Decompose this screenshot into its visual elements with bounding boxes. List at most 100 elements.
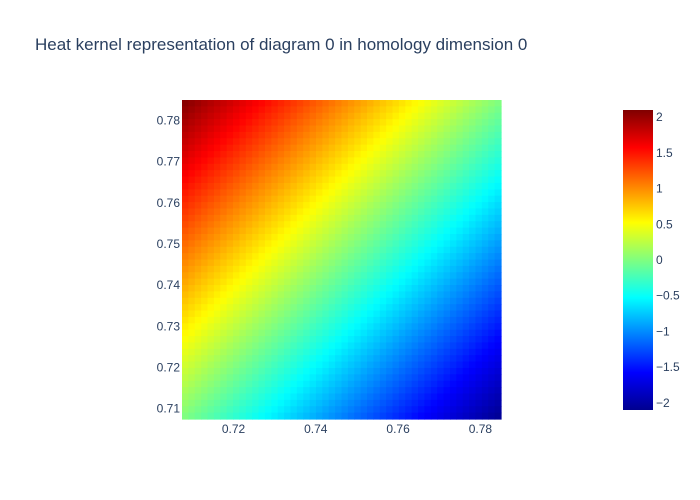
heatmap-cell (315, 272, 323, 280)
heatmap-cell (398, 259, 406, 267)
heatmap-cell (347, 246, 355, 254)
heatmap-cell (443, 221, 451, 229)
heatmap-cell (303, 100, 311, 107)
heatmap-cell (284, 100, 292, 107)
heatmap-cell (309, 253, 317, 261)
heatmap-cell (233, 253, 241, 261)
heatmap-cell (194, 246, 202, 254)
heatmap-cell (201, 412, 209, 420)
heatmap-cell (443, 151, 451, 159)
colorbar (623, 110, 653, 410)
heatmap-cell (226, 157, 234, 165)
heatmap-cell (386, 278, 394, 286)
heatmap-cell (233, 285, 241, 292)
heatmap-cell (347, 406, 355, 414)
chart-title: Heat kernel representation of diagram 0 … (35, 35, 527, 54)
heatmap-cell (277, 131, 285, 139)
heatmap-cell (252, 316, 260, 324)
heatmap-cell (220, 412, 228, 420)
heatmap-cell (386, 374, 394, 382)
heatmap-cell (239, 285, 247, 292)
heatmap-cell (188, 119, 196, 127)
heatmap-cell (315, 393, 323, 401)
heatmap-cell (296, 323, 304, 331)
heatmap-cell (379, 310, 387, 318)
heatmap-cell (430, 246, 438, 254)
heatmap-cell (271, 406, 279, 414)
heatmap-cell (264, 259, 272, 267)
heatmap-cell (213, 131, 221, 139)
heatmap-cell (258, 106, 266, 114)
heatmap-cell (367, 297, 374, 305)
heatmap-cell (481, 119, 489, 127)
heatmap-cell (264, 208, 272, 216)
heatmap-cell (245, 246, 253, 254)
heatmap-cell (341, 214, 349, 222)
heatmap-cell (367, 361, 374, 369)
heatmap-cell (411, 253, 419, 261)
heatmap-cell (207, 170, 215, 178)
heatmap-cell (284, 233, 292, 241)
heatmap-cell (303, 170, 311, 178)
heatmap-cell (488, 399, 496, 407)
heatmap-cell (456, 214, 464, 222)
heatmap-cell (201, 342, 209, 350)
heatmap-cell (207, 195, 215, 203)
heatmap-cell (245, 265, 253, 273)
heatmap-cell (303, 278, 311, 286)
heatmap-cell (233, 100, 241, 107)
heatmap-cell (418, 265, 426, 273)
heatmap-cell (303, 144, 311, 152)
heatmap-cell (328, 151, 336, 159)
heatmap-cell (347, 272, 355, 280)
heatmap-cell (360, 323, 368, 331)
heatmap-cell (258, 227, 266, 235)
heatmap-cell (264, 176, 272, 184)
heatmap-cell (188, 393, 196, 401)
heatmap-cell (194, 329, 202, 337)
heatmap-cell (207, 176, 215, 184)
heatmap-cell (481, 131, 489, 139)
heatmap-cell (315, 170, 323, 178)
heatmap-cell (303, 297, 311, 305)
heatmap-cell (303, 265, 311, 273)
heatmap-cell (418, 125, 426, 133)
heatmap-cell (201, 348, 209, 356)
heatmap-cell (462, 151, 470, 159)
heatmap-cell (398, 367, 406, 375)
heatmap-cell (379, 380, 387, 388)
heatmap-cell (322, 374, 330, 382)
heatmap-cell (284, 125, 292, 133)
heatmap-cell (182, 214, 189, 222)
heatmap-cell (201, 138, 209, 146)
heatmap-cell (226, 233, 234, 241)
heatmap-cell (335, 310, 343, 318)
heatmap-cell (303, 208, 311, 216)
heatmap-cell (488, 380, 496, 388)
heatmap-cell (194, 195, 202, 203)
heatmap-cell (341, 227, 349, 235)
heatmap-cell (245, 278, 253, 286)
heatmap-cell (277, 336, 285, 344)
heatmap-cell (456, 119, 464, 127)
heatmap-cell (284, 310, 292, 318)
heatmap-cell (271, 316, 279, 324)
heatmap-cell (354, 367, 362, 375)
heatmap-cell (456, 412, 464, 420)
heatmap-cell (449, 304, 457, 312)
heatmap-cell (398, 202, 406, 210)
heatmap-cell (405, 406, 413, 414)
heatmap-cell (411, 412, 419, 420)
heatmap-cell (252, 285, 260, 292)
heatmap-cell (194, 214, 202, 222)
heatmap-cell (392, 131, 400, 139)
heatmap-cell (213, 106, 221, 114)
heatmap-cell (430, 278, 438, 286)
heatmap-cell (245, 387, 253, 395)
heatmap-cell (449, 393, 457, 401)
heatmap-cell (264, 138, 272, 146)
heatmap-cell (411, 119, 419, 127)
heatmap-cell (290, 367, 298, 375)
heatmap-cell (239, 361, 247, 369)
heatmap-cell (411, 163, 419, 171)
